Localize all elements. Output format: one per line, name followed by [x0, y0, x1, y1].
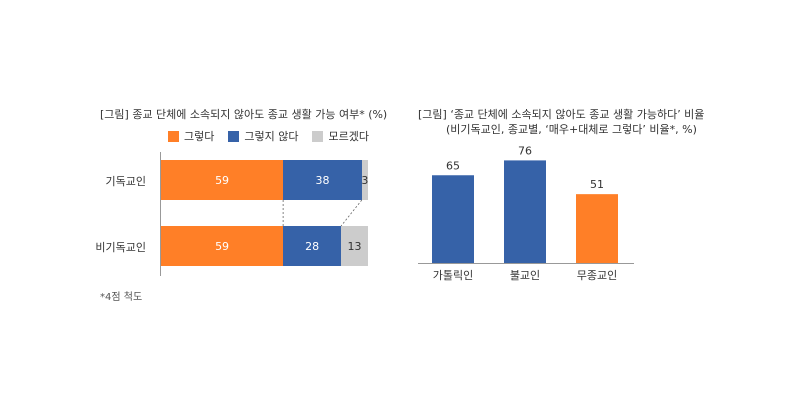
bar-segment: 13 [341, 226, 368, 266]
bar-value-label: 38 [315, 173, 330, 187]
bar [576, 194, 618, 263]
bar-value-label: 59 [215, 173, 230, 187]
left-chart-axis-line [160, 152, 161, 276]
left-chart-legend: 그렇다 그렇지 않다 모르겠다 [168, 128, 383, 144]
bar-value-label: 3 [361, 173, 369, 187]
bar-segment: 59 [161, 226, 284, 266]
bar-value-label: 76 [518, 144, 532, 157]
bar-value-label: 51 [590, 178, 604, 191]
right-chart-subtitle: (비기독교인, 종교별, ‘매우+대체로 그렇다’ 비율*, %) [446, 123, 697, 136]
bar [504, 160, 546, 263]
bar-segment: 59 [161, 160, 284, 200]
bar [432, 175, 474, 263]
legend-item-dontknow: 모르겠다 [312, 128, 369, 144]
left-chart-title: [그림] 종교 단체에 소속되지 않아도 종교 생활 가능 여부* (%) [100, 108, 388, 121]
category-label: 불교인 [510, 269, 540, 282]
bar-value-label: 65 [446, 159, 460, 172]
right-chart-title: [그림] ‘종교 단체에 소속되지 않아도 종교 생활 가능하다’ 비율 [418, 108, 705, 121]
legend-label-no: 그렇지 않다 [244, 130, 299, 143]
category-label: 무종교인 [577, 269, 617, 282]
legend-label-yes: 그렇다 [184, 130, 215, 143]
legend-swatch-blue [228, 130, 240, 142]
legend-swatch-gray [312, 130, 324, 142]
bar-segment: 3 [361, 160, 369, 200]
bar-value-label: 13 [347, 239, 362, 253]
category-label: 가톨릭인 [433, 269, 473, 282]
bar-segment: 38 [283, 160, 362, 200]
legend-item-yes: 그렇다 [168, 128, 214, 144]
legend-swatch-orange [168, 130, 179, 142]
category-label: 기독교인 [105, 175, 146, 188]
left-chart-footnote: *4점 척도 [100, 292, 143, 303]
bar-value-label: 28 [305, 239, 320, 253]
legend-label-dontknow: 모르겠다 [328, 130, 369, 143]
legend-item-no: 그렇지 않다 [228, 128, 298, 144]
category-label: 비기독교인 [95, 241, 146, 254]
bar-value-label: 59 [215, 239, 230, 253]
bar-segment: 28 [283, 226, 342, 266]
